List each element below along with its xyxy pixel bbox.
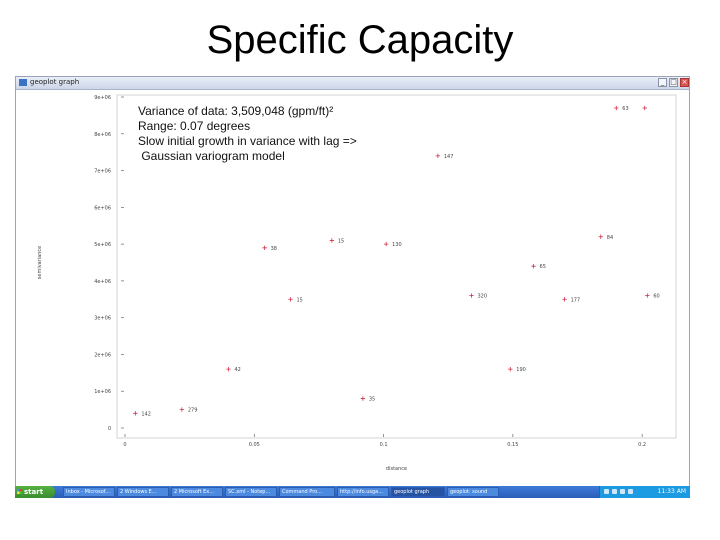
- y-tick-label: 9e+06: [94, 95, 111, 101]
- maximize-button[interactable]: □: [669, 78, 678, 87]
- x-tick-label: 0: [123, 442, 126, 448]
- tray-security-icon[interactable]: [620, 489, 625, 494]
- data-point: [508, 366, 513, 372]
- data-point: [360, 396, 366, 401]
- y-tick-label: 1e+06: [94, 389, 111, 395]
- y-tick-label: 8e+06: [94, 132, 111, 138]
- point-count-label: 142: [141, 411, 151, 417]
- point-count-label: 177: [571, 297, 581, 303]
- geoplot-window: geoplot graph _ □ ×: [15, 76, 690, 498]
- data-point: [288, 297, 293, 302]
- taskbar-button[interactable]: geoplot: sound: [447, 487, 499, 497]
- point-count-label: 279: [188, 408, 198, 414]
- data-point: [329, 238, 335, 243]
- annotation-growth: Slow initial growth in variance with lag…: [138, 134, 357, 148]
- y-axis-label: semivariance: [37, 246, 43, 279]
- data-point: [645, 293, 650, 298]
- tray-update-icon[interactable]: [628, 489, 633, 494]
- data-point: [226, 366, 231, 372]
- data-point: [179, 407, 185, 412]
- window-titlebar[interactable]: geoplot graph _ □ ×: [16, 77, 689, 90]
- clock: 11:33 AM: [657, 488, 686, 495]
- annotation-variance: Variance of data: 3,509,048 (gpm/ft)²: [138, 104, 334, 118]
- y-tick-label: 5e+06: [94, 242, 111, 248]
- point-count-label: 65: [540, 264, 546, 270]
- tray-volume-icon[interactable]: [612, 489, 617, 494]
- annotation-range: Range: 0.07 degrees: [138, 119, 251, 133]
- close-button[interactable]: ×: [680, 78, 689, 87]
- windows-flag-icon: [17, 489, 22, 494]
- point-count-label: 42: [234, 367, 240, 373]
- y-tick-label: 0: [108, 426, 111, 432]
- data-point: [598, 234, 603, 239]
- annotation-model: Gaussian variogram model: [138, 149, 285, 163]
- point-count-label: 130: [392, 242, 402, 248]
- y-tick-label: 2e+06: [94, 352, 111, 358]
- point-count-label: 38: [271, 246, 277, 252]
- start-button[interactable]: start: [15, 486, 55, 498]
- y-tick-label: 7e+06: [94, 169, 111, 175]
- x-tick-label: 0.2: [638, 442, 646, 448]
- point-count-label: 320: [477, 294, 487, 300]
- x-tick-label: 0.05: [249, 442, 260, 448]
- taskbar: start Inbox - Microsof... 2 Windows E... 2…: [15, 486, 690, 498]
- data-point: [383, 241, 389, 247]
- app-icon: [19, 79, 27, 86]
- taskbar-button[interactable]: Inbox - Microsof...: [63, 487, 115, 497]
- window-title: geoplot graph: [30, 78, 80, 86]
- data-point: [435, 153, 441, 159]
- point-count-label: 84: [607, 235, 613, 241]
- taskbar-button[interactable]: geoplot graph: [391, 487, 445, 497]
- tray-network-icon[interactable]: [604, 489, 609, 494]
- variogram-chart: 0 1e+06 2e+06 3e+06 4e+06 5e+06 6e+06 7e+06 8e+0…: [37, 94, 677, 472]
- plot-frame: [116, 94, 677, 439]
- y-tick-label: 4e+06: [94, 279, 111, 285]
- taskbar-button[interactable]: Command Pro...: [279, 487, 335, 497]
- point-count-label: 15: [338, 238, 344, 244]
- x-axis-label: distance: [386, 466, 407, 472]
- point-count-label: 15: [296, 297, 302, 303]
- taskbar-button[interactable]: 2 Microsoft Ex...: [171, 487, 223, 497]
- point-count-label: 63: [622, 106, 628, 112]
- data-point: [262, 245, 267, 250]
- annotation-box: Variance of data: 3,509,048 (gpm/ft)² Ra…: [138, 104, 357, 164]
- data-point: [562, 297, 567, 302]
- data-point: [469, 293, 474, 298]
- system-tray: 11:33 AM: [599, 486, 690, 498]
- taskbar-button[interactable]: 2 Windows E...: [117, 487, 169, 497]
- point-count-label: 60: [653, 294, 659, 300]
- taskbar-buttons: Inbox - Microsof... 2 Windows E... 2 Micro…: [63, 487, 499, 497]
- slide-title: Specific Capacity: [206, 18, 514, 62]
- point-count-label: 147: [444, 154, 454, 160]
- point-count-label: 190: [516, 367, 526, 373]
- data-point: [133, 411, 138, 416]
- x-tick-label: 0.1: [380, 442, 388, 448]
- y-tick-label: 3e+06: [94, 316, 111, 322]
- x-tick-label: 0.15: [507, 442, 518, 448]
- minimize-button[interactable]: _: [658, 78, 667, 87]
- y-tick-label: 6e+06: [94, 205, 111, 211]
- point-count-label: 35: [369, 397, 375, 403]
- taskbar-button[interactable]: http://info.usga...: [337, 487, 389, 497]
- data-point: [642, 105, 647, 111]
- start-label: start: [24, 488, 44, 496]
- data-point: [531, 263, 536, 269]
- taskbar-button[interactable]: SC.xml - Notep...: [225, 487, 277, 497]
- data-point: [614, 105, 619, 111]
